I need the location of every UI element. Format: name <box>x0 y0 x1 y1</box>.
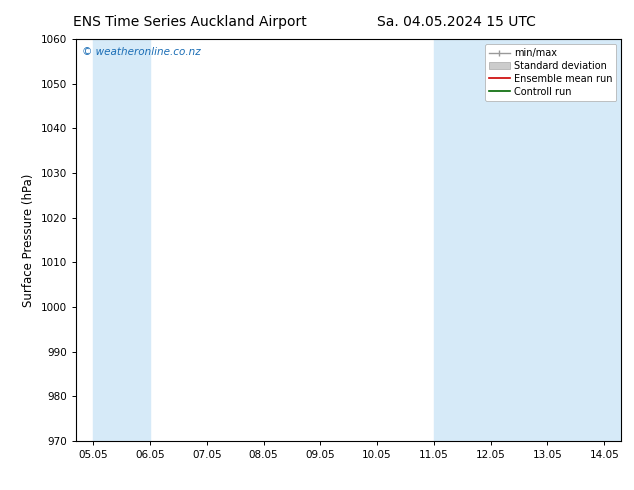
Text: © weatheronline.co.nz: © weatheronline.co.nz <box>82 47 200 57</box>
Legend: min/max, Standard deviation, Ensemble mean run, Controll run: min/max, Standard deviation, Ensemble me… <box>485 44 616 100</box>
Bar <box>434 39 548 441</box>
Text: ENS Time Series Auckland Airport: ENS Time Series Auckland Airport <box>74 15 307 29</box>
Bar <box>93 39 150 441</box>
Text: Sa. 04.05.2024 15 UTC: Sa. 04.05.2024 15 UTC <box>377 15 536 29</box>
Y-axis label: Surface Pressure (hPa): Surface Pressure (hPa) <box>22 173 36 307</box>
Bar <box>548 39 633 441</box>
